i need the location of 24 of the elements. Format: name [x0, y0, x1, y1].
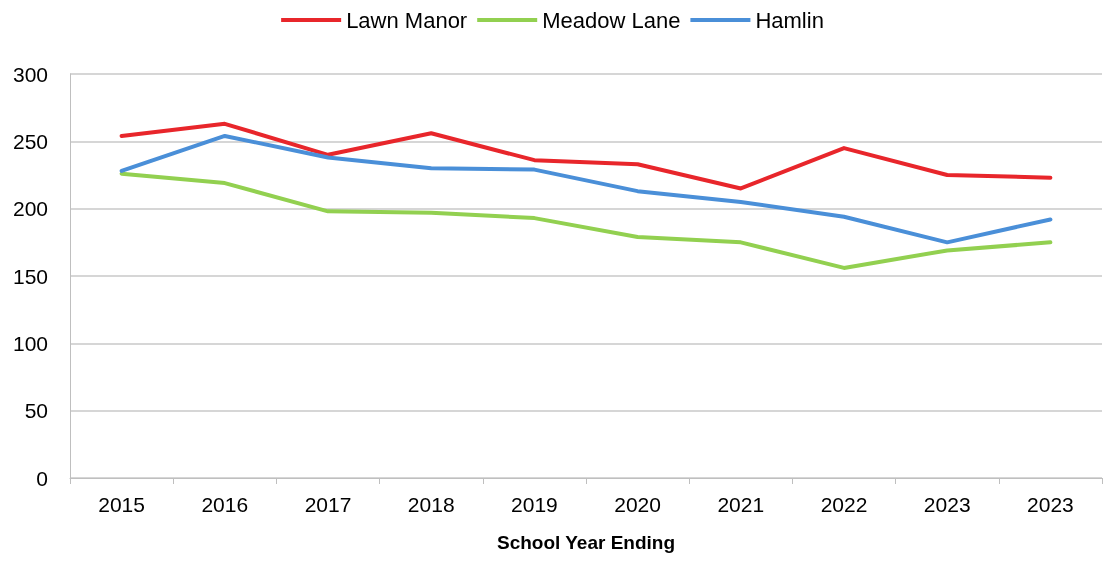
- legend-label: Meadow Lane: [542, 7, 681, 33]
- x-tick-label: 2021: [717, 493, 765, 516]
- x-axis-title: School Year Ending: [496, 532, 676, 553]
- x-tick-label: 2015: [98, 493, 145, 516]
- y-tick-label: 250: [12, 129, 48, 153]
- x-tick-label: 2018: [407, 493, 455, 516]
- y-tick-label: 50: [24, 399, 48, 423]
- x-tick-label: 2023: [923, 493, 971, 516]
- x-tick-label: 2020: [614, 493, 661, 516]
- line-series: [119, 121, 1053, 191]
- line-series: [119, 133, 1053, 245]
- y-tick-label: 200: [12, 197, 48, 221]
- legend-label: Hamlin: [755, 7, 824, 33]
- y-tick-label: 150: [12, 264, 48, 288]
- y-tick-label: 300: [12, 62, 48, 86]
- x-tick-label: 2023: [1027, 493, 1074, 516]
- y-tick-label: 0: [36, 466, 48, 490]
- legend-label: Lawn Manor: [346, 7, 468, 33]
- line-series: [119, 171, 1053, 270]
- x-tick-label: 2017: [304, 493, 352, 516]
- x-tick-label: 2016: [201, 493, 249, 516]
- x-tick-label: 2019: [511, 493, 558, 516]
- y-tick-label: 100: [12, 331, 48, 355]
- x-tick-label: 2022: [820, 493, 868, 516]
